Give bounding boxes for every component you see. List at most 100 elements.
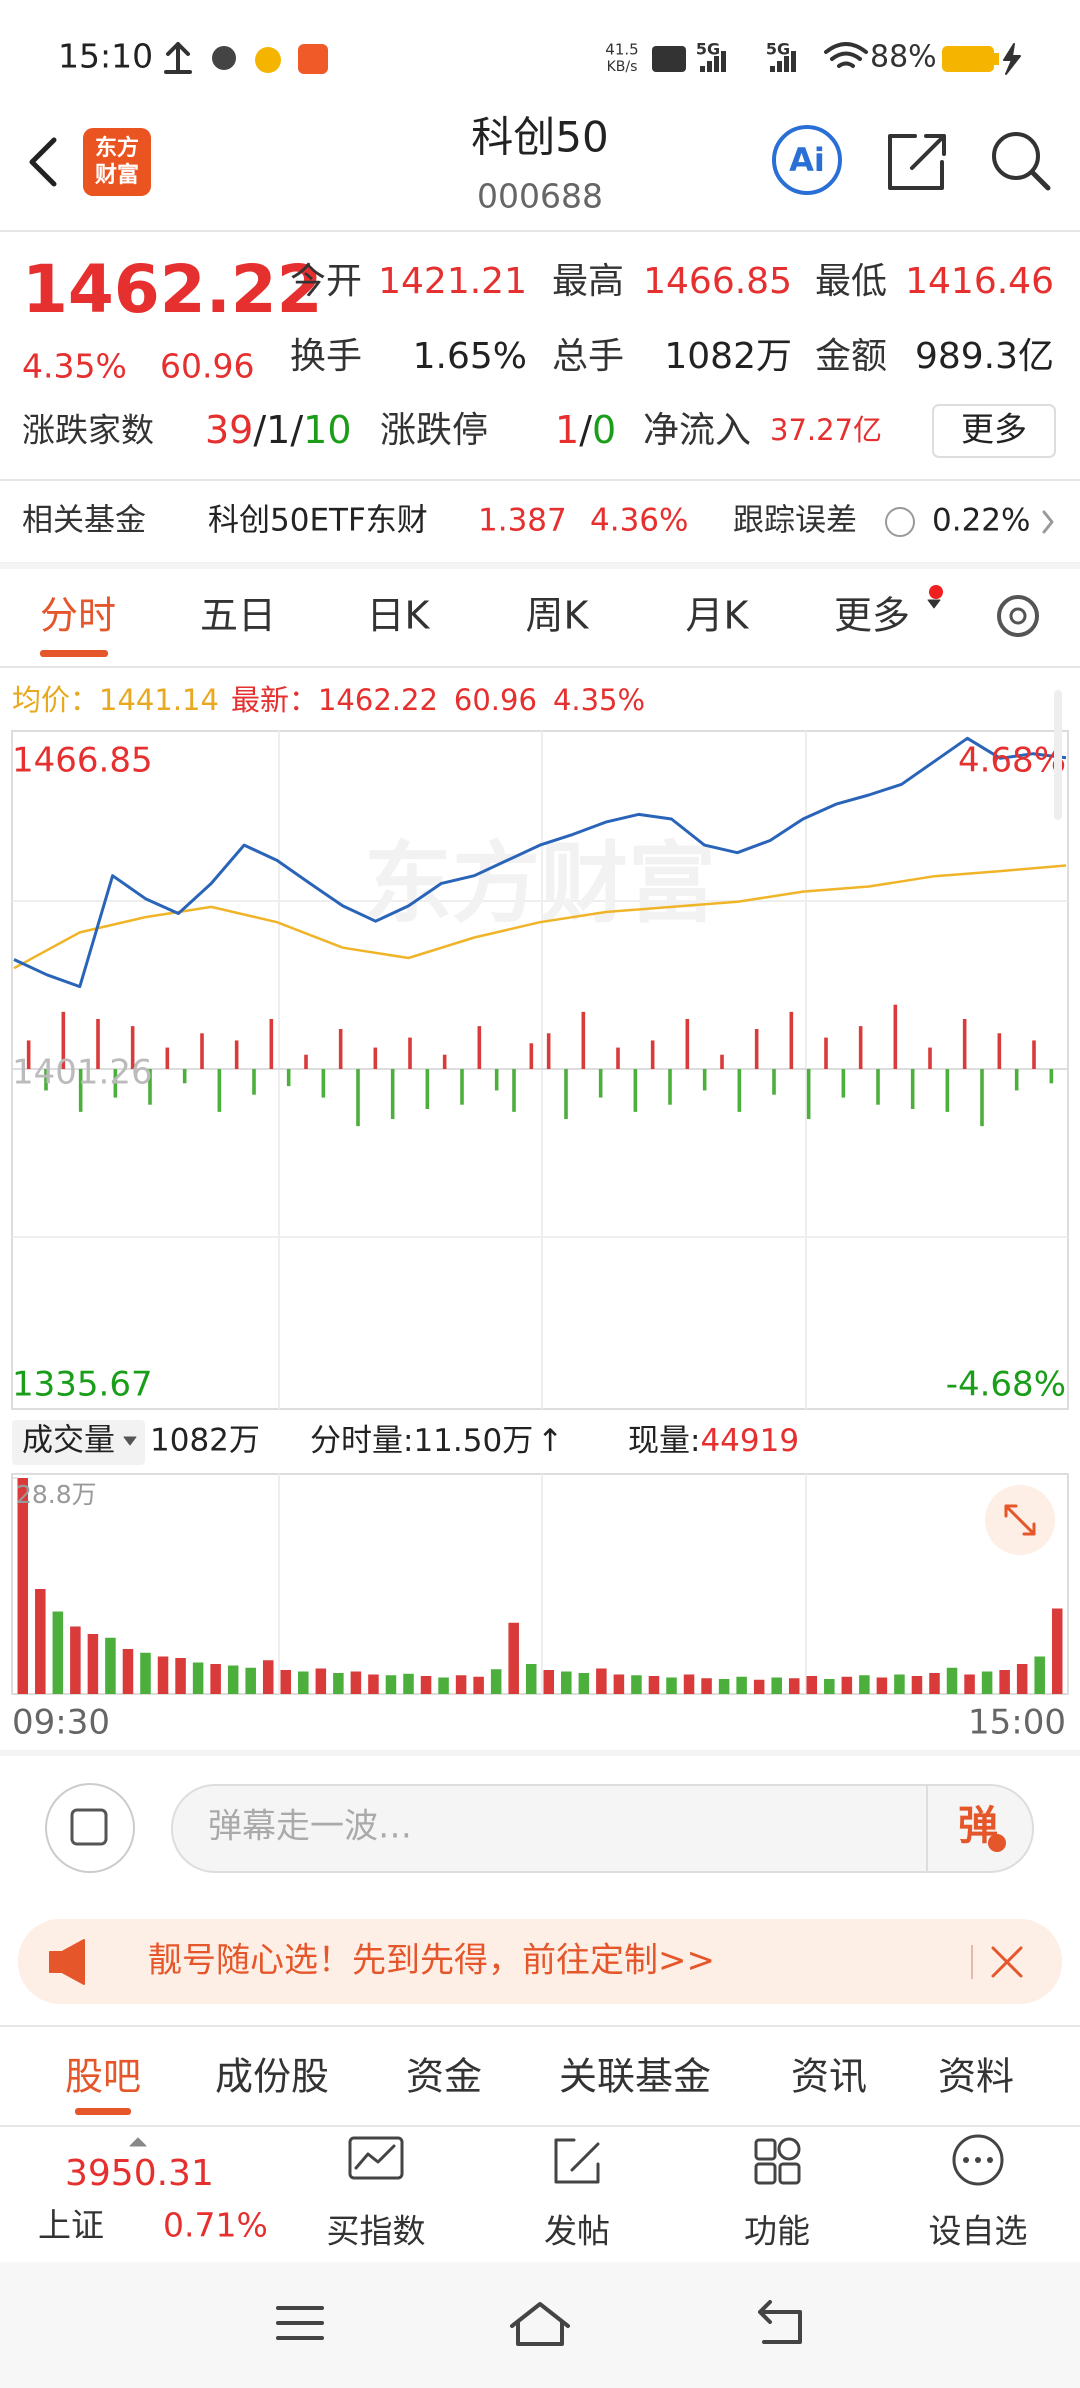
breadth-bar	[512, 1069, 516, 1112]
section-tab[interactable]: 关联基金	[559, 2055, 711, 2099]
battery	[942, 46, 994, 72]
signal-bar	[721, 51, 726, 72]
volume-bar	[666, 1677, 677, 1694]
volume-bar	[561, 1671, 572, 1694]
spacer	[0, 563, 1080, 569]
time-start: 09:30	[12, 1703, 110, 1743]
breadth-bar	[408, 1037, 412, 1069]
volume-bar	[824, 1679, 835, 1694]
field-value: 989.3亿	[915, 336, 1054, 377]
net-speed: 41.5	[605, 41, 638, 59]
ai-label[interactable]: Ai	[789, 141, 825, 179]
volume-bar	[70, 1626, 81, 1694]
current-value: 44919	[700, 1423, 799, 1459]
inflow-value: 37.27亿	[770, 413, 882, 447]
volume-bar	[999, 1670, 1010, 1694]
breadth-bar	[269, 1019, 274, 1069]
buy-index-chart	[354, 2144, 396, 2170]
globe-icon	[212, 46, 236, 70]
breadth-bar	[928, 1047, 932, 1069]
spacer	[0, 1750, 1080, 1756]
volume-selector[interactable]	[12, 1420, 145, 1465]
section-tab[interactable]: 股吧	[65, 2055, 141, 2099]
breadth-bar	[252, 1069, 256, 1095]
battery-level: 88%	[870, 40, 937, 75]
field-label: 最低	[815, 261, 887, 302]
chart-tab[interactable]: 周K	[526, 594, 590, 638]
chart-tab[interactable]: 五日	[200, 594, 276, 638]
breadth-bar	[356, 1069, 360, 1127]
current-volume: 现量:44919	[628, 1423, 799, 1459]
more-label[interactable]: 更多	[961, 410, 1027, 449]
breadth-bar	[806, 1069, 811, 1119]
chart-tab[interactable]: 月K	[686, 594, 750, 638]
promo-text[interactable]: 靓号随心选！先到先得，前往定制>>	[148, 1941, 715, 1981]
field-label: 最高	[552, 261, 624, 302]
chevron	[1042, 510, 1054, 534]
signal-bar	[784, 56, 789, 72]
volume-bar	[385, 1675, 397, 1694]
volume-bar	[490, 1669, 502, 1694]
section-tab[interactable]: 资料	[938, 2055, 1014, 2099]
signal-bar	[700, 66, 705, 72]
volume-bar	[841, 1676, 853, 1694]
danmaku-settings[interactable]	[45, 1783, 135, 1873]
volume-frame	[11, 1473, 1069, 1695]
watchlist-icon	[952, 2134, 1004, 2186]
breadth-bar	[616, 1047, 620, 1069]
volume-bar	[543, 1670, 555, 1694]
section-tab[interactable]: 成份股	[215, 2055, 329, 2099]
footer-action[interactable]: 设自选	[929, 2212, 1028, 2251]
volume-bar	[806, 1676, 818, 1694]
footer-action[interactable]: 买指数	[327, 2212, 426, 2251]
volume-bar	[964, 1674, 975, 1694]
ai-button[interactable]	[772, 125, 842, 195]
breadth-bar	[321, 1069, 326, 1098]
chart-tab[interactable]: 更多	[834, 594, 910, 638]
comment-input[interactable]	[171, 1784, 1034, 1873]
promo-banner[interactable]	[18, 1919, 1062, 2004]
volume-bar	[859, 1675, 870, 1694]
chart-tab[interactable]: 日K	[367, 594, 431, 638]
nav-menu	[276, 2306, 324, 2340]
chart-tab[interactable]: 分时	[40, 594, 116, 638]
megaphone-icon	[49, 1939, 85, 1985]
close-button	[991, 1946, 1023, 1978]
comment-placeholder[interactable]: 弹幕走一波…	[208, 1807, 412, 1847]
more-button[interactable]	[932, 404, 1056, 458]
advance-count: 39	[205, 408, 253, 452]
volume-bar	[736, 1676, 747, 1694]
buy-index-icon	[348, 2136, 404, 2180]
breadth-bar	[564, 1069, 568, 1119]
breadth-bar	[668, 1069, 672, 1105]
section-tab[interactable]: 资金	[406, 2055, 482, 2099]
function-icon	[777, 2137, 801, 2161]
volume-bar	[473, 1676, 484, 1694]
function-icon	[754, 2162, 777, 2185]
signal-bar	[707, 61, 712, 72]
volume-bar	[192, 1662, 204, 1694]
volume-label[interactable]: 成交量	[22, 1423, 115, 1459]
breadth-bar	[390, 1069, 395, 1119]
volume-bar	[105, 1637, 116, 1694]
breadth-bar	[460, 1069, 464, 1105]
latest-pct: 4.35%	[553, 683, 645, 717]
volume-bar	[438, 1677, 449, 1694]
volume-bar	[525, 1664, 537, 1694]
last-price: 1462.22	[22, 251, 323, 328]
signal-bar	[791, 51, 796, 72]
help-icon	[885, 507, 915, 537]
footer-action[interactable]: 发帖	[544, 2212, 610, 2251]
y-max-label: 1466.85	[12, 741, 153, 781]
breadth-bar	[182, 1069, 187, 1084]
tab-indicator	[40, 650, 108, 657]
volume-bar	[753, 1679, 765, 1694]
breadth-bar	[148, 1069, 152, 1105]
search-handle	[1029, 169, 1051, 191]
section-tab[interactable]: 资讯	[791, 2055, 867, 2099]
field-value: 1466.85	[643, 261, 792, 302]
search-button[interactable]	[992, 132, 1040, 180]
settings-button[interactable]	[997, 595, 1039, 637]
latest-label: 最新：	[231, 683, 318, 717]
footer-action[interactable]: 功能	[744, 2212, 810, 2251]
